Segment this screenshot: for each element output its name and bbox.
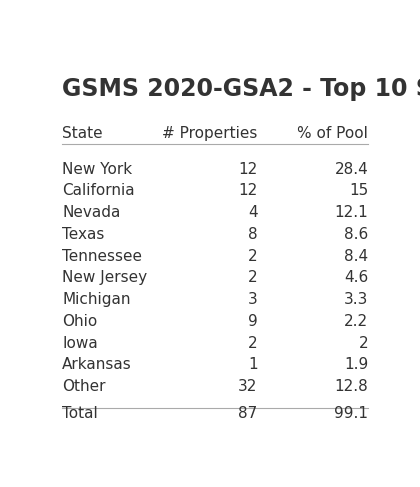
Text: Nevada: Nevada <box>62 205 121 220</box>
Text: 3.3: 3.3 <box>344 292 368 307</box>
Text: 32: 32 <box>238 379 257 394</box>
Text: New York: New York <box>62 162 132 177</box>
Text: % of Pool: % of Pool <box>297 126 368 141</box>
Text: 3: 3 <box>248 292 257 307</box>
Text: 2: 2 <box>248 248 257 263</box>
Text: 2: 2 <box>248 270 257 285</box>
Text: Total: Total <box>62 407 98 421</box>
Text: Other: Other <box>62 379 106 394</box>
Text: Texas: Texas <box>62 227 105 242</box>
Text: 1.9: 1.9 <box>344 357 368 372</box>
Text: 8.4: 8.4 <box>344 248 368 263</box>
Text: Michigan: Michigan <box>62 292 131 307</box>
Text: Iowa: Iowa <box>62 336 98 351</box>
Text: 12: 12 <box>238 162 257 177</box>
Text: 87: 87 <box>238 407 257 421</box>
Text: Arkansas: Arkansas <box>62 357 132 372</box>
Text: GSMS 2020-GSA2 - Top 10 States: GSMS 2020-GSA2 - Top 10 States <box>62 77 420 101</box>
Text: 99.1: 99.1 <box>334 407 368 421</box>
Text: 8: 8 <box>248 227 257 242</box>
Text: 2: 2 <box>359 336 368 351</box>
Text: 4: 4 <box>248 205 257 220</box>
Text: 28.4: 28.4 <box>334 162 368 177</box>
Text: 8.6: 8.6 <box>344 227 368 242</box>
Text: 15: 15 <box>349 183 368 198</box>
Text: 1: 1 <box>248 357 257 372</box>
Text: 9: 9 <box>248 314 257 329</box>
Text: # Properties: # Properties <box>162 126 257 141</box>
Text: New Jersey: New Jersey <box>62 270 147 285</box>
Text: Tennessee: Tennessee <box>62 248 142 263</box>
Text: 4.6: 4.6 <box>344 270 368 285</box>
Text: California: California <box>62 183 135 198</box>
Text: 12: 12 <box>238 183 257 198</box>
Text: State: State <box>62 126 103 141</box>
Text: 12.1: 12.1 <box>334 205 368 220</box>
Text: Ohio: Ohio <box>62 314 97 329</box>
Text: 2: 2 <box>248 336 257 351</box>
Text: 12.8: 12.8 <box>334 379 368 394</box>
Text: 2.2: 2.2 <box>344 314 368 329</box>
